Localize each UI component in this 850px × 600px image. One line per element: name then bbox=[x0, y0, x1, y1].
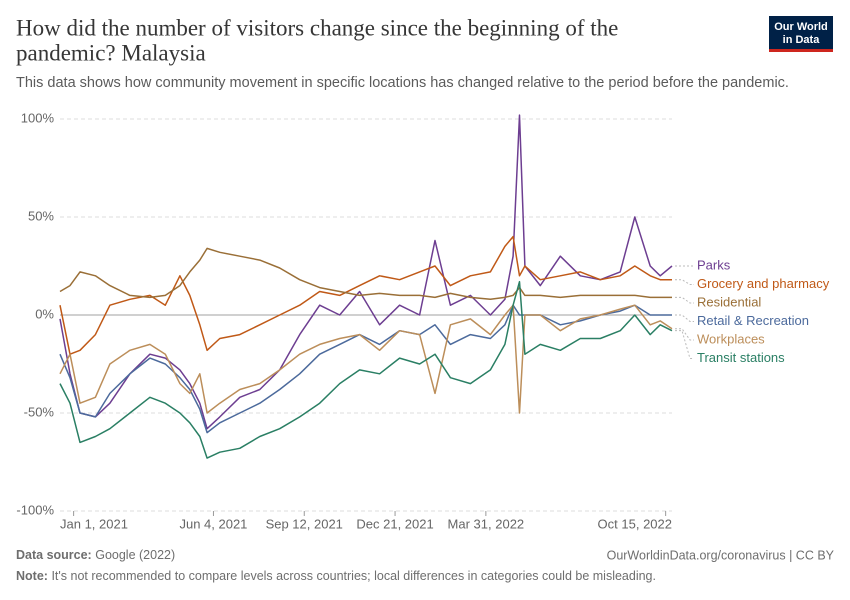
legend-connector bbox=[675, 279, 694, 285]
y-tick-label: 100% bbox=[21, 110, 55, 125]
legend-label[interactable]: Grocery and pharmacy bbox=[697, 276, 830, 291]
x-tick-label: Jan 1, 2021 bbox=[60, 516, 128, 531]
series-line bbox=[59, 304, 672, 434]
y-tick-label: 50% bbox=[28, 208, 54, 223]
logo-text: Our World bbox=[774, 21, 828, 33]
legend-label[interactable]: Transit stations bbox=[697, 350, 785, 365]
plot-area: -100% -50% 0% 50% 100% Jan 1, 2021 Jun 4, 2021… bbox=[16, 110, 829, 531]
series-line bbox=[59, 247, 672, 301]
note-text: It's not recommended to compare levels a… bbox=[51, 569, 656, 583]
chart-title: How did the number of visitors change si… bbox=[16, 15, 618, 40]
x-tick-label: Dec 21, 2021 bbox=[356, 516, 433, 531]
chart-subtitle: This data shows how community movement i… bbox=[16, 75, 789, 91]
url[interactable]: OurWorldinData.org/coronavirus | CC BY bbox=[607, 548, 835, 562]
legend-label[interactable]: Parks bbox=[697, 257, 731, 272]
y-tick-label: -50% bbox=[24, 404, 55, 419]
x-tick-label: Sep 12, 2021 bbox=[266, 516, 343, 531]
y-tick-label: 0% bbox=[35, 306, 54, 321]
x-tick-label: Mar 31, 2022 bbox=[448, 516, 525, 531]
legend-connector bbox=[675, 314, 694, 322]
legend-label[interactable]: Retail & Recreation bbox=[697, 313, 809, 328]
x-tick-label: Oct 15, 2022 bbox=[598, 516, 672, 531]
note-label: Note: bbox=[16, 569, 48, 583]
series-line bbox=[59, 304, 673, 414]
source-text[interactable]: Google (2022) bbox=[95, 548, 175, 562]
legend-label[interactable]: Residential bbox=[697, 294, 761, 309]
logo-bar bbox=[769, 49, 833, 52]
series-line bbox=[59, 235, 672, 355]
series-line bbox=[59, 280, 673, 459]
logo[interactable]: Our World in Data bbox=[769, 16, 833, 52]
chart-title: pandemic? Malaysia bbox=[16, 40, 206, 65]
logo-text: in Data bbox=[783, 34, 821, 46]
legend-label[interactable]: Workplaces bbox=[697, 331, 765, 346]
y-tick-label: -100% bbox=[16, 502, 54, 517]
legend-connector bbox=[675, 330, 694, 359]
legend-connector bbox=[675, 328, 694, 341]
legend-connector bbox=[675, 296, 694, 304]
note: Note: It's not recommended to compare le… bbox=[16, 569, 656, 583]
x-tick-label: Jun 4, 2021 bbox=[179, 516, 247, 531]
source-label: Data source: bbox=[16, 548, 92, 562]
series-line bbox=[59, 114, 673, 430]
source: Data source: Google (2022) bbox=[16, 548, 175, 562]
logo-box[interactable] bbox=[769, 16, 833, 52]
